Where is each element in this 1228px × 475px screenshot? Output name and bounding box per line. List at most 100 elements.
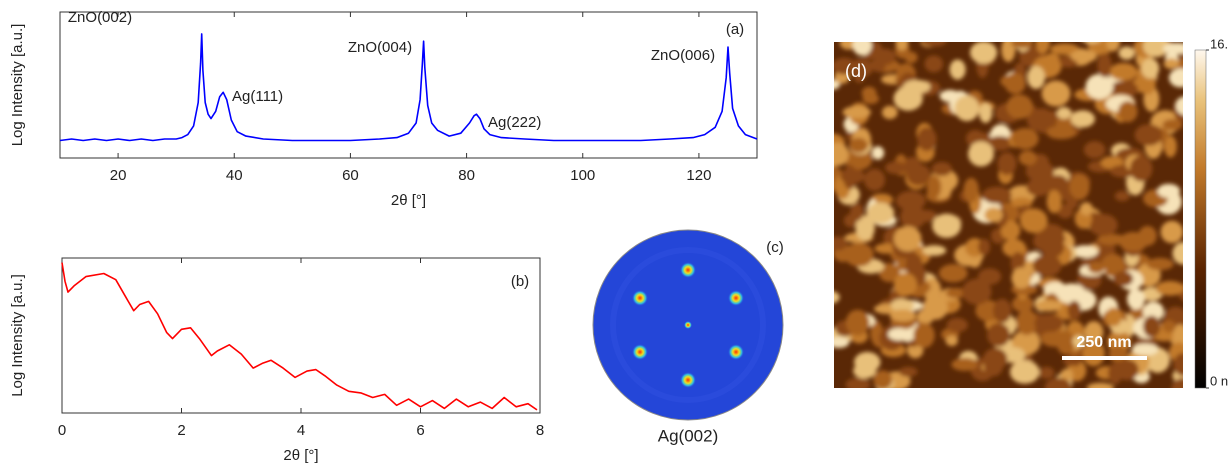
- grain: [849, 137, 868, 153]
- grain: [1084, 321, 1104, 344]
- peak-annotation: ZnO(002): [68, 9, 132, 26]
- grain: [890, 298, 915, 312]
- grain: [887, 327, 910, 341]
- grain: [1085, 73, 1114, 100]
- x-tick-label: 100: [570, 167, 595, 184]
- grain: [1113, 271, 1134, 287]
- grain: [1163, 58, 1180, 70]
- grain: [1050, 43, 1080, 55]
- grain: [913, 322, 935, 348]
- grain: [997, 152, 1017, 176]
- y-axis-label: Log Intensity [a.u.]: [9, 24, 26, 147]
- afm-image: [834, 42, 1183, 388]
- plot-frame: [61, 257, 541, 414]
- x-tick-label: 8: [536, 422, 544, 439]
- grain: [1089, 214, 1118, 237]
- grain: [1035, 42, 1050, 54]
- grain: [1027, 65, 1046, 89]
- pole-figure: [592, 229, 784, 421]
- grain: [1172, 241, 1183, 265]
- grain: [1011, 127, 1039, 150]
- grain: [949, 59, 966, 80]
- x-tick-label: 2: [177, 422, 185, 439]
- grain: [850, 203, 864, 221]
- grain: [1084, 42, 1099, 44]
- grain: [1162, 119, 1183, 131]
- grain: [834, 57, 857, 75]
- panel-label: (d): [845, 61, 867, 81]
- grain: [895, 190, 926, 211]
- grain: [1026, 178, 1051, 197]
- grain: [1070, 110, 1095, 128]
- grain: [885, 161, 907, 174]
- grain: [1086, 382, 1115, 388]
- grain: [864, 168, 886, 191]
- x-tick-label: 60: [342, 167, 359, 184]
- grain: [1057, 204, 1074, 219]
- grain: [984, 207, 1003, 223]
- grain: [1141, 58, 1160, 79]
- grain: [878, 263, 901, 283]
- x-tick-label: 120: [686, 167, 711, 184]
- colorbar-tick-label: 16.1: [1210, 36, 1228, 51]
- x-axis-label: 2θ [°]: [283, 447, 318, 464]
- data-line: [61, 262, 538, 411]
- grain: [889, 309, 917, 322]
- x-tick-label: 4: [297, 422, 305, 439]
- grain: [978, 238, 991, 256]
- grain: [1118, 232, 1149, 252]
- grain: [1115, 359, 1139, 381]
- grain: [1105, 307, 1122, 327]
- grain: [1130, 155, 1153, 182]
- grain: [1072, 335, 1086, 348]
- grain: [1067, 300, 1082, 321]
- x-tick-label: 20: [110, 167, 127, 184]
- grain: [1109, 80, 1139, 98]
- grain: [1056, 106, 1072, 120]
- grain: [1142, 301, 1164, 322]
- caption: Ag(002): [658, 426, 718, 445]
- peak-annotation: ZnO(004): [348, 39, 412, 56]
- grain: [852, 42, 872, 56]
- grain: [1041, 80, 1071, 107]
- grain: [1173, 352, 1183, 377]
- panel-label: (a): [726, 21, 744, 38]
- grain: [1162, 320, 1176, 333]
- grain: [1012, 295, 1034, 312]
- grain: [1011, 42, 1034, 49]
- grain: [834, 236, 848, 251]
- grain: [842, 106, 871, 119]
- grain: [1035, 108, 1052, 134]
- grain: [1019, 208, 1048, 233]
- grain: [931, 161, 952, 176]
- grain: [926, 175, 942, 199]
- grain: [1069, 174, 1090, 200]
- grain: [844, 242, 874, 267]
- grain: [1018, 150, 1037, 166]
- grain: [1046, 125, 1076, 140]
- grain: [1025, 160, 1055, 182]
- grain: [873, 370, 893, 388]
- plot-frame: [59, 11, 758, 159]
- grain: [1002, 238, 1026, 258]
- grain: [1000, 220, 1021, 241]
- grain: [963, 177, 979, 203]
- grain: [900, 204, 926, 229]
- grain: [986, 136, 1013, 151]
- grain: [921, 42, 947, 47]
- grain: [1157, 183, 1181, 198]
- grain: [1109, 63, 1138, 81]
- grain: [874, 243, 899, 254]
- grain: [1088, 262, 1105, 274]
- grain: [945, 335, 958, 347]
- grain: [1146, 257, 1174, 271]
- grain: [834, 142, 849, 167]
- grain: [853, 363, 877, 379]
- grain: [983, 356, 1004, 377]
- grain: [903, 79, 931, 94]
- x-axis-label: 2θ [°]: [391, 192, 426, 209]
- grain: [1011, 267, 1032, 289]
- grain: [1035, 300, 1062, 312]
- peak-annotation: ZnO(006): [651, 47, 715, 64]
